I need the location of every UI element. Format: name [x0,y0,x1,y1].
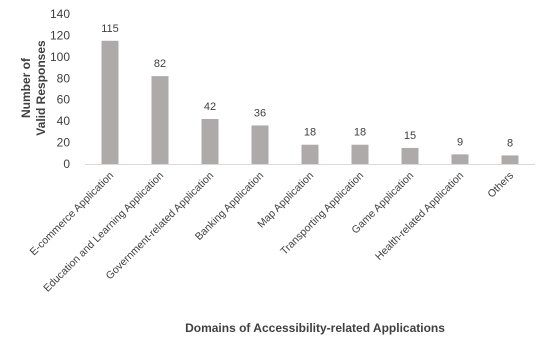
bar [351,144,369,164]
y-axis-title: Number of Valid Responses [19,40,48,136]
data-label: 9 [457,136,463,148]
y-tick-label: 60 [57,93,71,107]
y-tick-label: 140 [50,7,70,21]
bar [501,155,519,164]
y-axis-title-line-2: Valid Responses [34,40,48,136]
y-tick-label: 0 [63,157,70,171]
data-label: 18 [354,127,366,139]
data-label: 42 [204,101,216,113]
bar [151,76,169,164]
data-label: 82 [154,58,166,70]
y-axis-title-line-1: Number of [19,57,33,118]
data-label: 36 [254,107,266,119]
data-label: 115 [101,23,119,35]
x-tick-label: Others [485,170,516,201]
x-axis-title: Domains of Accessibility-related Applica… [185,321,445,335]
y-tick-label: 120 [50,28,70,42]
data-label: 8 [507,137,513,149]
y-tick-label: 100 [50,50,70,64]
y-tick-label: 40 [57,114,71,128]
x-tick-label: E-commerce Application [28,170,117,259]
y-axis-ticks: 0 20 40 60 80 100 120 140 [50,7,70,171]
y-tick-label: 80 [57,71,71,85]
bar [201,119,219,164]
bars [101,40,519,164]
bar [101,40,119,164]
data-label: 15 [404,130,416,142]
x-tick-label: Transporting Application [278,170,366,258]
data-labels: 115 82 42 36 18 18 15 9 8 [101,23,513,150]
y-tick-label: 20 [57,136,71,150]
bar [251,125,269,164]
bar [451,154,469,164]
data-label: 18 [304,127,316,139]
x-tick-label: Health-related Application [373,170,466,263]
bar [401,147,419,164]
x-tick-label: Government-related Application [104,170,217,283]
bar [301,144,319,164]
